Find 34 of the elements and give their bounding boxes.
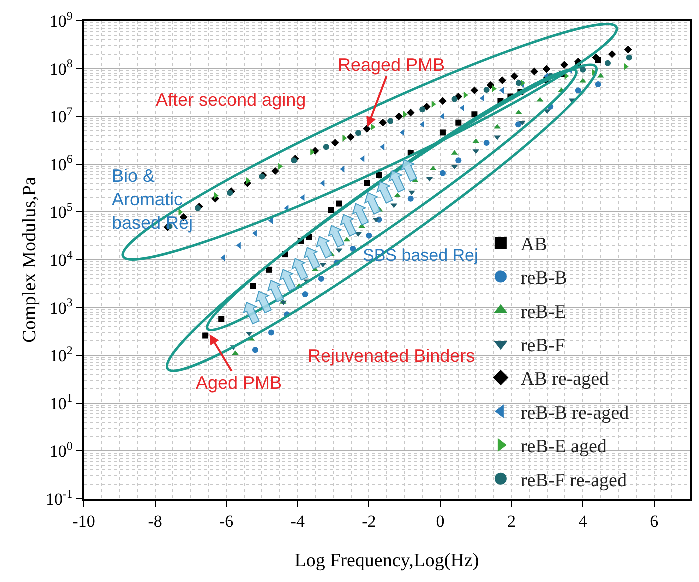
x-tick-label: -8: [148, 512, 162, 532]
y-tick-label: 10$^{7}$: [50, 104, 73, 127]
legend-label: reB-E aged: [520, 436, 608, 458]
x-tick-label: -2: [362, 512, 376, 532]
y-tick-label: 10$^{9}$: [50, 8, 73, 31]
x-tick-label: -4: [290, 512, 306, 532]
annotation: Reaged PMB: [338, 55, 446, 75]
legend-label: reB-B: [520, 268, 568, 290]
y-tick-label: 10$^{0}$: [50, 439, 73, 462]
legend-label: reB-F re-aged: [520, 470, 628, 492]
x-tick-label: 0: [436, 512, 445, 532]
x-tick-label: 6: [650, 512, 659, 532]
y-axis-title: Complex Modulus,Pa: [20, 176, 40, 343]
x-tick-label: -10: [72, 512, 96, 532]
x-tick-label: 2: [508, 512, 516, 532]
y-tick-label: 10$^{2}$: [50, 343, 73, 366]
y-tick-label: 10$^{6}$: [50, 152, 73, 174]
y-tick-label: 10$^{3}$: [50, 296, 73, 318]
y-tick-label: 10$^{-1}$: [46, 486, 73, 509]
y-tick-label: 10$^{4}$: [50, 248, 73, 270]
y-tick-label: 10$^{5}$: [50, 200, 73, 222]
y-tick-label: 10$^{8}$: [50, 56, 73, 79]
legend-label: AB: [520, 234, 548, 256]
legend-label: reB-E: [520, 302, 566, 323]
x-tick-label: 4: [578, 512, 588, 532]
x-tick-label: -6: [220, 512, 234, 532]
y-tick-label: 10$^{1}$: [50, 391, 73, 414]
legend-label: AB re-aged: [520, 369, 610, 390]
annotation: Aged PMB: [196, 373, 282, 393]
legend-label: reB-F: [520, 336, 566, 357]
annotation: Rejuvenated Binders: [308, 346, 476, 366]
x-axis-title: Log Frequency,Log(Hz): [294, 550, 480, 572]
annotation: After second aging: [156, 90, 306, 110]
legend-label: reB-B re-aged: [520, 402, 630, 424]
